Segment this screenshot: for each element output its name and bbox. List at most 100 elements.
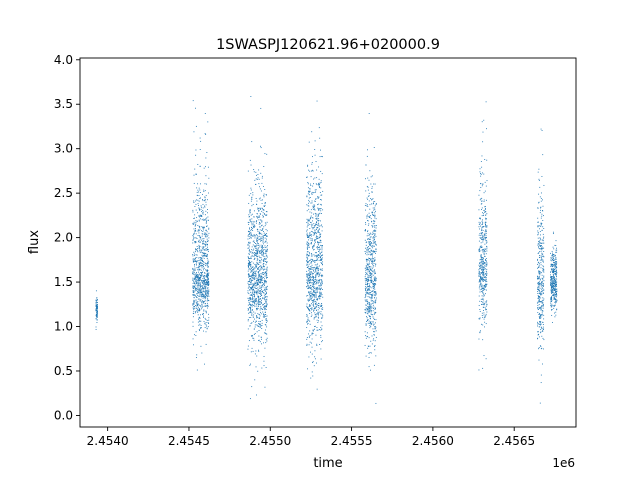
data-point bbox=[261, 285, 263, 286]
data-point bbox=[478, 240, 480, 242]
data-point bbox=[365, 242, 367, 244]
data-point bbox=[311, 242, 312, 243]
data-point bbox=[539, 322, 541, 324]
data-point bbox=[479, 331, 481, 333]
data-point bbox=[370, 310, 372, 312]
data-point bbox=[206, 282, 208, 284]
data-point bbox=[371, 324, 373, 326]
data-point bbox=[311, 258, 313, 260]
data-point bbox=[306, 338, 308, 340]
data-point bbox=[372, 300, 374, 302]
data-point bbox=[373, 364, 375, 366]
data-point bbox=[374, 279, 376, 281]
data-point bbox=[193, 131, 195, 133]
data-point bbox=[310, 238, 312, 240]
data-point bbox=[193, 306, 195, 307]
data-point bbox=[263, 292, 265, 294]
data-point bbox=[263, 268, 265, 270]
data-point bbox=[485, 285, 487, 287]
data-point bbox=[200, 208, 202, 210]
data-point bbox=[306, 327, 308, 329]
data-point bbox=[260, 276, 262, 278]
data-point bbox=[259, 250, 261, 252]
data-point bbox=[309, 190, 311, 192]
data-point bbox=[314, 312, 316, 314]
data-point bbox=[202, 227, 203, 229]
data-point bbox=[205, 255, 207, 257]
data-point bbox=[483, 271, 485, 273]
data-point bbox=[260, 281, 262, 282]
data-point bbox=[253, 283, 255, 285]
data-point bbox=[317, 231, 319, 233]
data-point bbox=[265, 286, 267, 288]
data-point bbox=[369, 244, 371, 246]
data-point bbox=[248, 245, 250, 247]
data-point bbox=[319, 344, 321, 345]
x-axis-ticks: 2.4540 2.4545 2.4550 2.4555 2.4560 2.4565 bbox=[87, 427, 535, 448]
data-point bbox=[485, 270, 487, 272]
data-point bbox=[314, 233, 316, 234]
data-point bbox=[542, 256, 544, 257]
data-point bbox=[207, 285, 209, 286]
data-point bbox=[259, 279, 261, 281]
data-point bbox=[321, 269, 323, 271]
data-point bbox=[371, 274, 373, 276]
data-point bbox=[315, 299, 317, 301]
data-point bbox=[199, 317, 201, 319]
data-point bbox=[314, 294, 316, 296]
data-point bbox=[368, 307, 370, 309]
data-point bbox=[370, 268, 372, 270]
data-point bbox=[264, 241, 266, 243]
data-point bbox=[202, 293, 204, 295]
data-point bbox=[554, 265, 556, 267]
data-point bbox=[318, 268, 320, 270]
data-point bbox=[483, 173, 485, 175]
data-point bbox=[369, 345, 371, 347]
data-point bbox=[316, 246, 318, 248]
data-point bbox=[207, 284, 209, 286]
data-point bbox=[249, 208, 251, 210]
data-point bbox=[207, 251, 209, 253]
data-point bbox=[552, 255, 553, 257]
data-point bbox=[538, 333, 540, 335]
data-point bbox=[199, 289, 200, 291]
data-point bbox=[537, 259, 538, 261]
data-point bbox=[248, 216, 250, 218]
data-point bbox=[259, 327, 261, 329]
data-point bbox=[554, 304, 556, 306]
data-point bbox=[364, 267, 366, 269]
data-point bbox=[550, 276, 552, 278]
data-point bbox=[205, 229, 207, 231]
data-point bbox=[197, 189, 199, 191]
data-point bbox=[309, 280, 311, 282]
data-point bbox=[195, 254, 197, 256]
data-point bbox=[308, 292, 310, 294]
data-point bbox=[482, 269, 484, 270]
data-point bbox=[369, 308, 371, 309]
data-point bbox=[541, 213, 543, 215]
data-point bbox=[194, 265, 195, 267]
data-point bbox=[481, 200, 483, 202]
data-point bbox=[543, 318, 545, 320]
data-point bbox=[314, 303, 316, 305]
data-point bbox=[486, 273, 488, 274]
data-point bbox=[374, 326, 376, 328]
data-point bbox=[316, 289, 318, 291]
data-point bbox=[481, 185, 483, 187]
data-point bbox=[308, 274, 310, 276]
data-point bbox=[482, 258, 484, 260]
data-point bbox=[312, 277, 314, 279]
data-point bbox=[199, 228, 201, 230]
data-point bbox=[318, 296, 320, 298]
data-point bbox=[366, 319, 368, 321]
data-point bbox=[364, 276, 366, 278]
data-point bbox=[205, 296, 207, 298]
data-point bbox=[317, 270, 319, 272]
data-point bbox=[194, 275, 196, 277]
data-point bbox=[368, 241, 370, 243]
data-point bbox=[478, 270, 480, 272]
data-point bbox=[551, 290, 553, 292]
data-point bbox=[555, 314, 557, 316]
data-point bbox=[315, 296, 317, 298]
data-point bbox=[266, 230, 268, 232]
